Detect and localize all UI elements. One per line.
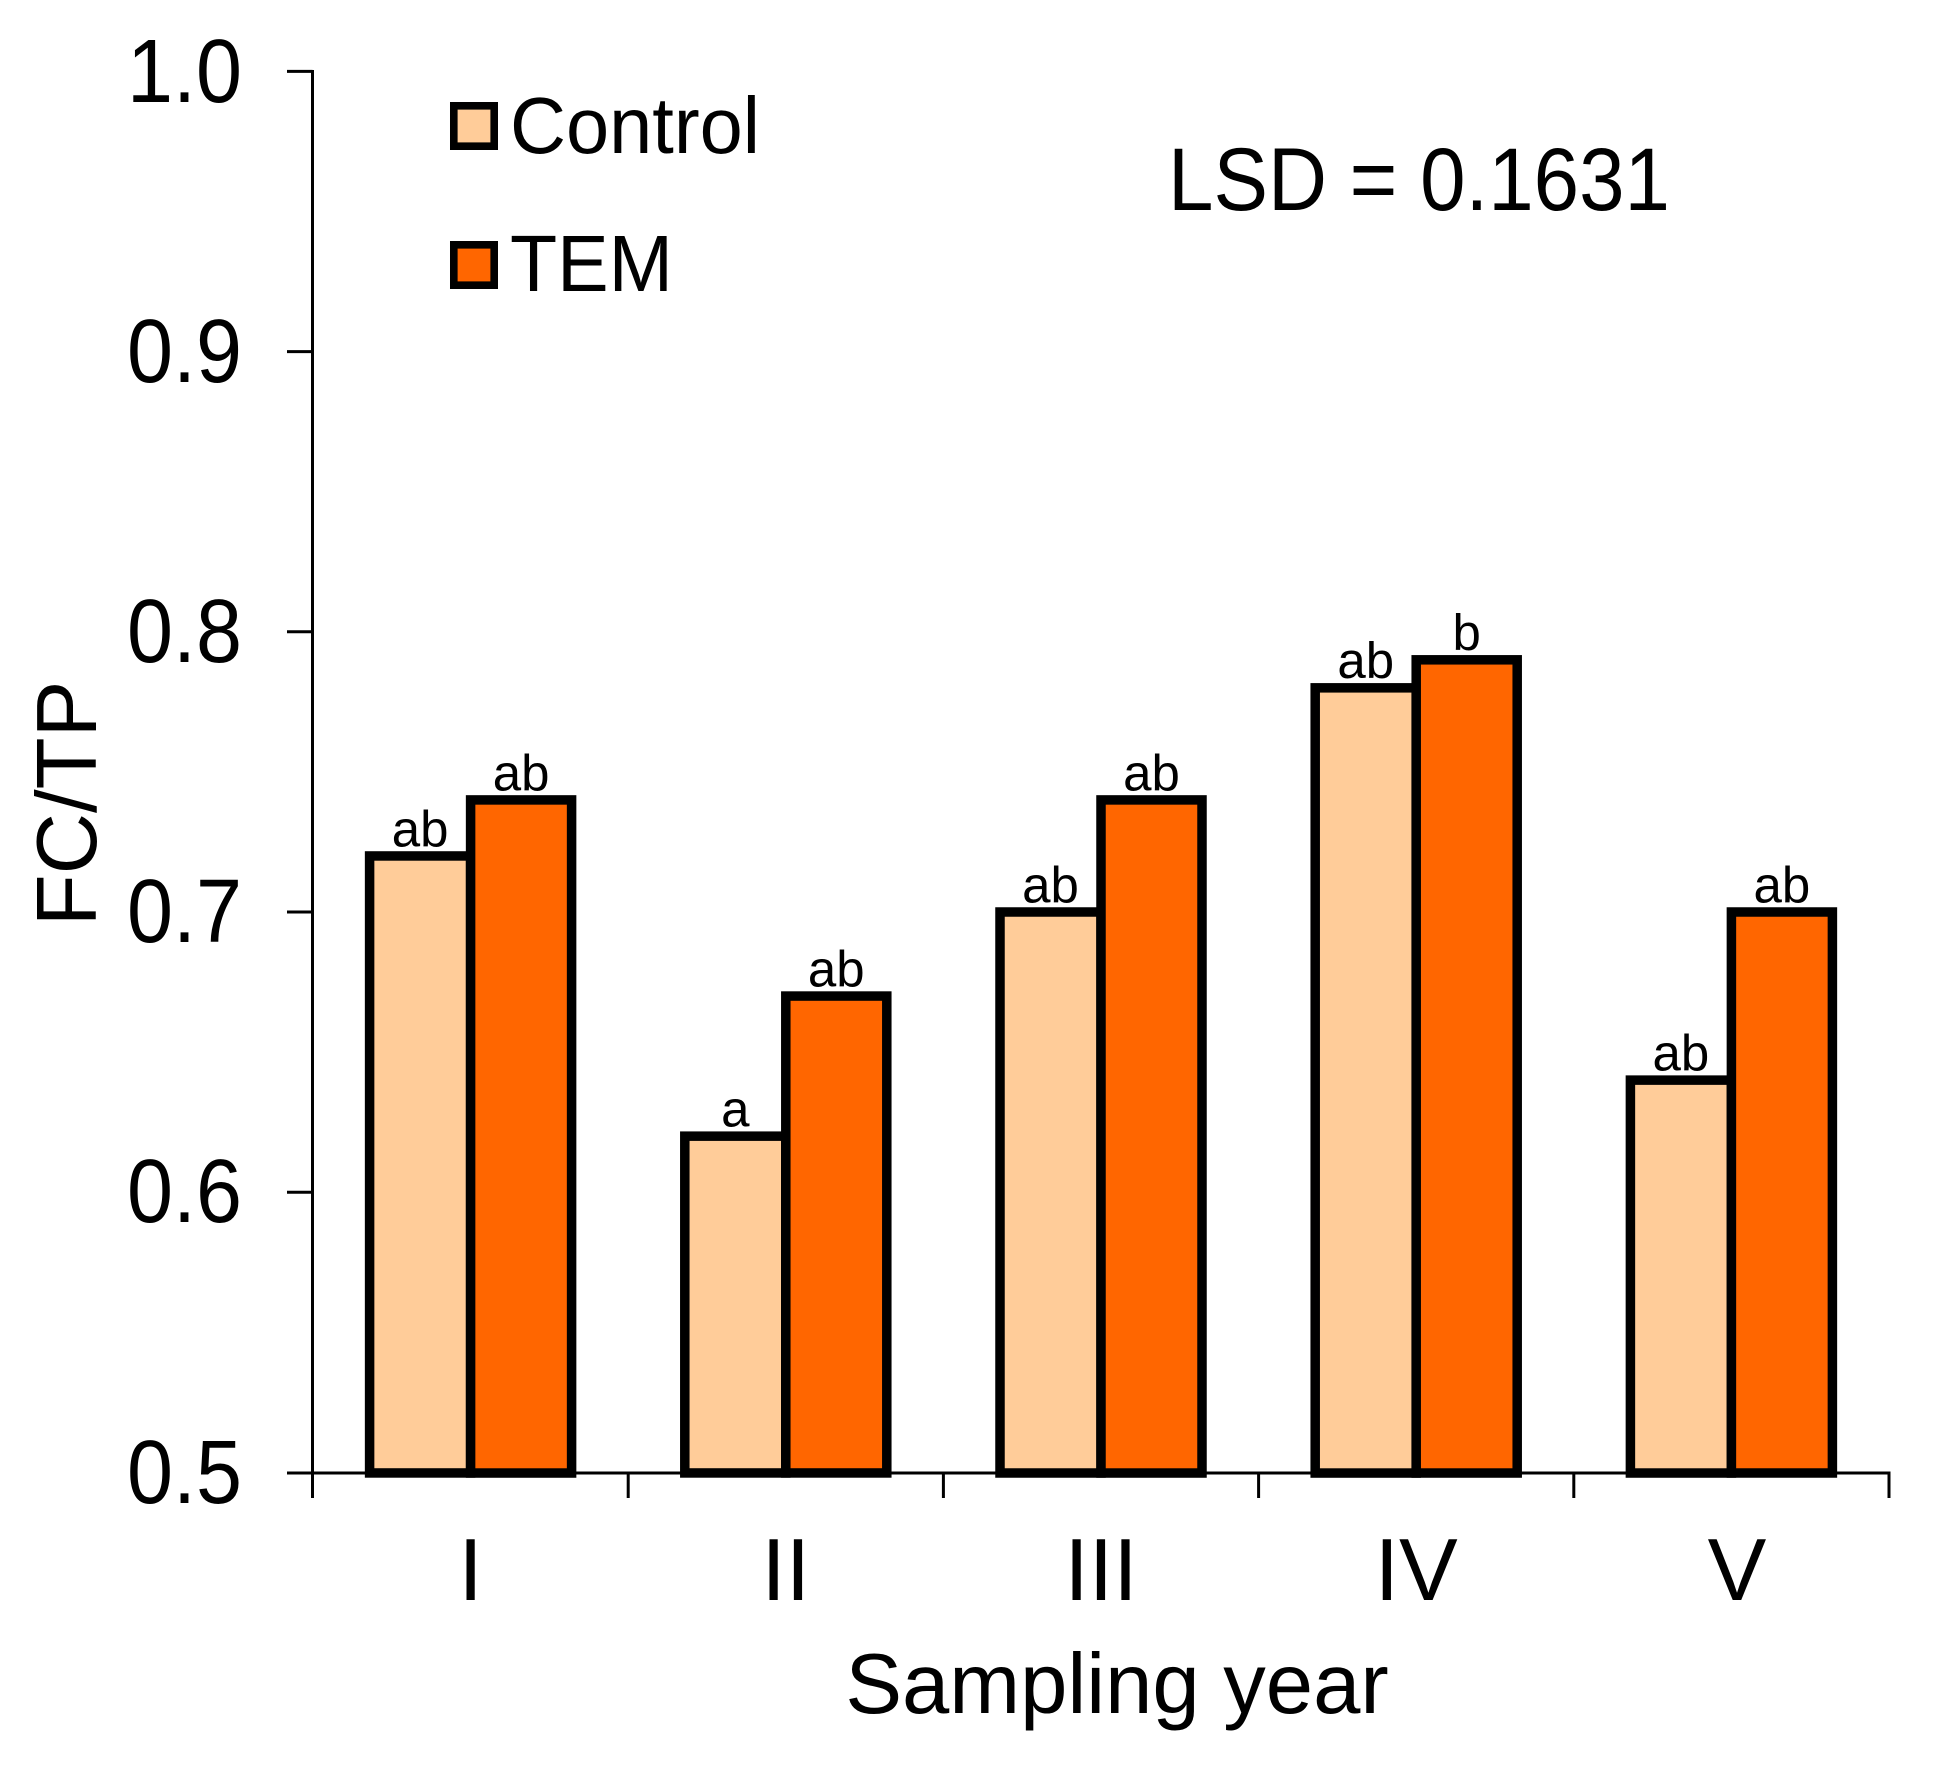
svg-text:0.5: 0.5 [127,1423,242,1523]
svg-text:ab: ab [1754,856,1811,913]
svg-text:I: I [458,1520,482,1619]
svg-text:ab: ab [1123,744,1180,801]
svg-text:a: a [721,1081,750,1138]
svg-text:0.7: 0.7 [127,862,242,962]
svg-text:ab: ab [1653,1025,1710,1082]
svg-text:0.9: 0.9 [127,302,242,402]
svg-text:0.6: 0.6 [127,1142,242,1242]
svg-text:LSD = 0.1631: LSD = 0.1631 [1168,129,1670,229]
svg-text:ab: ab [1022,856,1079,913]
svg-text:IV: IV [1375,1520,1458,1619]
svg-text:ab: ab [493,744,550,801]
svg-text:III: III [1064,1520,1137,1619]
svg-text:II: II [761,1520,810,1619]
svg-text:FC/TP: FC/TP [20,681,115,927]
svg-text:Control: Control [510,81,760,170]
svg-text:ab: ab [392,800,449,857]
svg-text:TEM: TEM [510,219,673,308]
svg-text:V: V [1708,1520,1767,1619]
svg-text:1.0: 1.0 [127,22,242,122]
svg-text:0.8: 0.8 [127,582,242,682]
svg-text:ab: ab [808,941,865,998]
svg-text:ab: ab [1337,632,1394,689]
svg-text:Sampling year: Sampling year [845,1637,1388,1732]
svg-text:b: b [1453,604,1481,661]
